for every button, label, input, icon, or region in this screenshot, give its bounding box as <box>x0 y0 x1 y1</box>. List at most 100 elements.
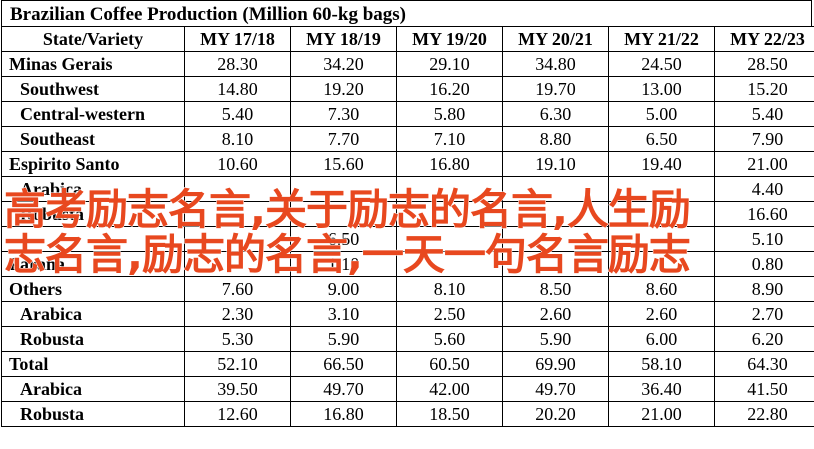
coffee-production-table: State/Variety MY 17/18 MY 18/19 MY 19/20… <box>1 26 814 427</box>
row-label: Southwest <box>1 76 185 102</box>
table-cell: 41.50 <box>714 376 814 402</box>
table-cell: 5.10 <box>714 226 814 252</box>
table-cell: 42.00 <box>396 376 503 402</box>
table-cell: 18.50 <box>396 401 503 427</box>
table-cell: 20.20 <box>502 401 609 427</box>
table-cell: 9.00 <box>290 276 397 302</box>
table-cell <box>184 226 291 252</box>
table-cell: 6.20 <box>714 326 814 352</box>
table-cell: 29.10 <box>396 51 503 77</box>
table-cell: 3.10 <box>290 301 397 327</box>
table-title-bar: Brazilian Coffee Production (Million 60-… <box>1 0 812 26</box>
table-cell: 1.10 <box>290 251 397 277</box>
table-cell <box>396 176 503 202</box>
column-header: MY 19/20 <box>396 26 503 52</box>
table-cell: 58.10 <box>608 351 715 377</box>
row-label: Espirito Santo <box>1 151 185 177</box>
row-label: Others <box>1 276 185 302</box>
table-cell <box>184 251 291 277</box>
table-cell: 28.50 <box>714 51 814 77</box>
column-header: MY 22/23 <box>714 26 814 52</box>
table-cell: 5.90 <box>290 326 397 352</box>
table-cell: 2.60 <box>608 301 715 327</box>
table-cell: 64.30 <box>714 351 814 377</box>
table-cell: 5.30 <box>184 326 291 352</box>
table-cell <box>184 201 291 227</box>
table-cell: 6.30 <box>502 101 609 127</box>
table-cell: 19.40 <box>608 151 715 177</box>
column-header: MY 20/21 <box>502 26 609 52</box>
table-cell: 2.70 <box>714 301 814 327</box>
row-label: Robusta <box>1 401 185 427</box>
table-cell: 5.90 <box>502 326 609 352</box>
table-cell: 49.70 <box>502 376 609 402</box>
table-row: Espirito Santo 10.60 15.60 16.80 19.10 19.40 2… <box>1 151 814 177</box>
table-cell: 7.70 <box>290 126 397 152</box>
table-cell <box>290 201 397 227</box>
table-cell: 4.40 <box>714 176 814 202</box>
table-cell: 52.10 <box>184 351 291 377</box>
table-cell: 5.60 <box>396 326 503 352</box>
table-cell: 12.60 <box>184 401 291 427</box>
row-label: Robusta <box>1 326 185 352</box>
table-cell <box>184 176 291 202</box>
table-cell <box>608 251 715 277</box>
table-body: Minas Gerais 28.30 34.20 29.10 34.80 24.50 28.… <box>1 51 814 427</box>
table-cell: 5.40 <box>184 101 291 127</box>
table-cell: 15.20 <box>714 76 814 102</box>
table-row: Southwest 14.80 19.20 16.20 19.70 13.00 15.20 <box>1 76 814 102</box>
table-cell <box>502 176 609 202</box>
table-row: Others 7.60 9.00 8.10 8.50 8.60 8.90 <box>1 276 814 302</box>
table-cell: 60.50 <box>396 351 503 377</box>
table-cell: 8.80 <box>502 126 609 152</box>
table-cell: 19.10 <box>502 151 609 177</box>
table-cell <box>502 201 609 227</box>
table-cell: 13.00 <box>608 76 715 102</box>
table-row: Robusta 16.60 <box>1 201 814 227</box>
table-cell: 8.10 <box>396 276 503 302</box>
table-cell: 15.60 <box>290 151 397 177</box>
table-cell: 6.00 <box>608 326 715 352</box>
table-row: Southeast 8.10 7.70 7.10 8.80 6.50 7.90 <box>1 126 814 152</box>
column-header: MY 21/22 <box>608 26 715 52</box>
table-cell: 7.10 <box>396 126 503 152</box>
table-cell <box>608 201 715 227</box>
header-row: State/Variety MY 17/18 MY 18/19 MY 19/20… <box>1 26 814 52</box>
table-cell: 34.80 <box>502 51 609 77</box>
table-cell: 69.90 <box>502 351 609 377</box>
table-cell: 5.80 <box>396 101 503 127</box>
table-cell: 6.50 <box>290 226 397 252</box>
table-row: Minas Gerais 28.30 34.20 29.10 34.80 24.50 28.… <box>1 51 814 77</box>
table-cell: 8.60 <box>608 276 715 302</box>
table-row: Central-western 5.40 7.30 5.80 6.30 5.00 5.40 <box>1 101 814 127</box>
table-cell: 28.30 <box>184 51 291 77</box>
table-cell: 10.60 <box>184 151 291 177</box>
table-cell: 34.20 <box>290 51 397 77</box>
table-cell: 21.00 <box>714 151 814 177</box>
table-row: Arabica 4.40 <box>1 176 814 202</box>
table-row: 6.50 5.10 <box>1 226 814 252</box>
table-cell: 8.10 <box>184 126 291 152</box>
row-label: Arabica <box>1 176 185 202</box>
table-cell <box>396 251 503 277</box>
table-cell: 7.90 <box>714 126 814 152</box>
table-cell: 2.60 <box>502 301 609 327</box>
table-cell: 8.90 <box>714 276 814 302</box>
table-row: Robusta 5.30 5.90 5.60 5.90 6.00 6.20 <box>1 326 814 352</box>
table-row: Parana 1.10 0.80 <box>1 251 814 277</box>
table-cell: 14.80 <box>184 76 291 102</box>
row-label: Southeast <box>1 126 185 152</box>
table-cell: 7.60 <box>184 276 291 302</box>
table-cell: 24.50 <box>608 51 715 77</box>
table-cell: 36.40 <box>608 376 715 402</box>
table-cell: 2.30 <box>184 301 291 327</box>
column-header: State/Variety <box>1 26 185 52</box>
row-label <box>1 226 185 252</box>
table-row: Total 52.10 66.50 60.50 69.90 58.10 64.30 <box>1 351 814 377</box>
row-label: Robusta <box>1 201 185 227</box>
table-row: Arabica 2.30 3.10 2.50 2.60 2.60 2.70 <box>1 301 814 327</box>
table-title: Brazilian Coffee Production (Million 60-… <box>10 4 406 25</box>
table-cell: 6.50 <box>608 126 715 152</box>
table-cell <box>608 176 715 202</box>
table-cell: 5.00 <box>608 101 715 127</box>
